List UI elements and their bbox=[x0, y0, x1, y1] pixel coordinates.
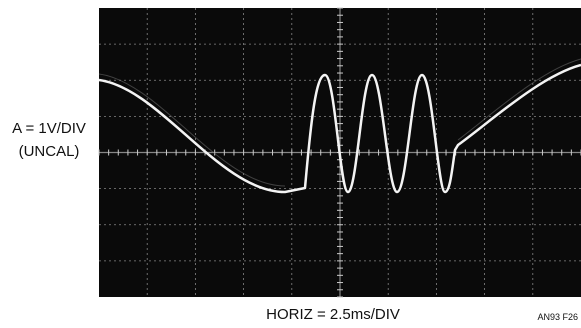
figure-id: AN93 F26 bbox=[537, 312, 578, 322]
vertical-note-label: (UNCAL) bbox=[19, 143, 80, 160]
scope-figure: A = 1V/DIV (UNCAL) HORIZ = 2.5ms/DIV AN9… bbox=[0, 0, 581, 328]
page: A = 1V/DIV (UNCAL) HORIZ = 2.5ms/DIV AN9… bbox=[0, 0, 581, 328]
horizontal-scale-label: HORIZ = 2.5ms/DIV bbox=[266, 306, 400, 323]
vertical-scale-label: A = 1V/DIV bbox=[12, 120, 86, 137]
